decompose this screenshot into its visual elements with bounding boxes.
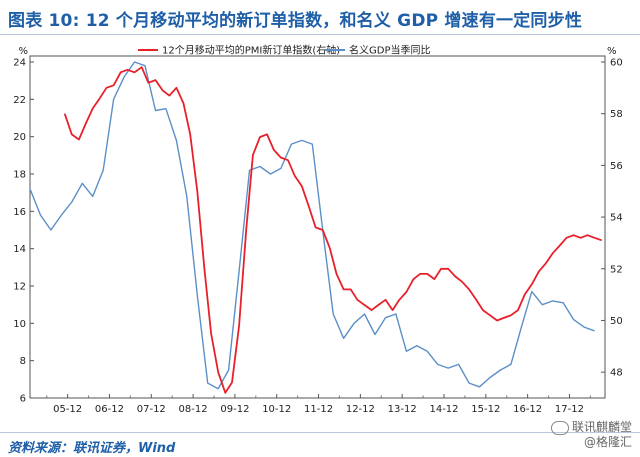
right-tick-label: 52: [610, 264, 623, 275]
x-tick-label: 11-12: [304, 404, 333, 415]
x-tick-label: 17-12: [555, 404, 584, 415]
right-tick-label: 58: [610, 109, 623, 120]
left-tick-label: 20: [13, 132, 26, 143]
left-tick-label: 6: [20, 394, 26, 405]
right-tick-label: 56: [610, 161, 623, 172]
title-divider: [0, 34, 640, 35]
left-tick-label: 12: [13, 282, 26, 293]
source-note: 资料来源：联讯证券，Wind: [8, 441, 176, 456]
legend-group: 12个月移动平均的PMI新订单指数(右轴) 名义GDP当季同比: [138, 44, 430, 57]
right-tick-label: 54: [610, 213, 623, 224]
x-tick-label: 08-12: [179, 404, 208, 415]
left-tick-label: 10: [13, 319, 26, 330]
watermark-line2: @格隆汇: [583, 434, 632, 449]
x-tick-label: 16-12: [513, 404, 542, 415]
left-tick-label: 22: [13, 95, 26, 106]
series-line-2: [29, 61, 595, 390]
legend-label-1: 12个月移动平均的PMI新订单指数(右轴): [162, 44, 340, 57]
source-divider: [0, 432, 640, 433]
axes-group: 6 8 10 12 14 16 18 20 22 24% 48 50 52 54 56 58 60% 05-12 0…: [13, 46, 622, 415]
left-axis-unit: %: [18, 46, 28, 57]
series-group: [29, 61, 602, 394]
watermark-line1: 联讯麒麟堂: [571, 420, 632, 434]
plot-frame: [29, 55, 606, 399]
left-tick-label: 8: [20, 356, 26, 367]
left-tick-label: 16: [13, 207, 26, 218]
right-tick-label: 48: [610, 368, 623, 379]
x-tick-label: 12-12: [346, 404, 375, 415]
x-tick-label: 09-12: [220, 404, 249, 415]
right-tick-label: 60: [610, 58, 623, 69]
x-tick-label: 05-12: [53, 404, 82, 415]
x-tick-label: 14-12: [429, 404, 458, 415]
wechat-icon: [550, 420, 569, 435]
watermark: 联讯麒麟堂 @格隆汇: [550, 420, 632, 449]
chart-title: 图表 10: 12 个月移动平均的新订单指数，和名义 GDP 增速有一定同步性: [8, 11, 583, 31]
series-line-1: [63, 66, 602, 394]
chart-svg: 6 8 10 12 14 16 18 20 22 24% 48 50 52 54 56 58 60% 05-12 0…: [13, 44, 622, 416]
x-tick-label: 06-12: [95, 404, 124, 415]
x-tick-label: 07-12: [137, 404, 166, 415]
x-tick-label: 15-12: [471, 404, 500, 415]
right-tick-label: 50: [610, 316, 623, 327]
left-tick-label: 18: [13, 170, 26, 181]
x-tick-label: 13-12: [388, 404, 417, 415]
legend-label-2: 名义GDP当季同比: [349, 44, 430, 57]
left-tick-label: 24: [13, 58, 26, 69]
left-tick-label: 14: [13, 244, 26, 255]
x-tick-label: 10-12: [262, 404, 291, 415]
right-axis-unit: %: [607, 46, 617, 57]
